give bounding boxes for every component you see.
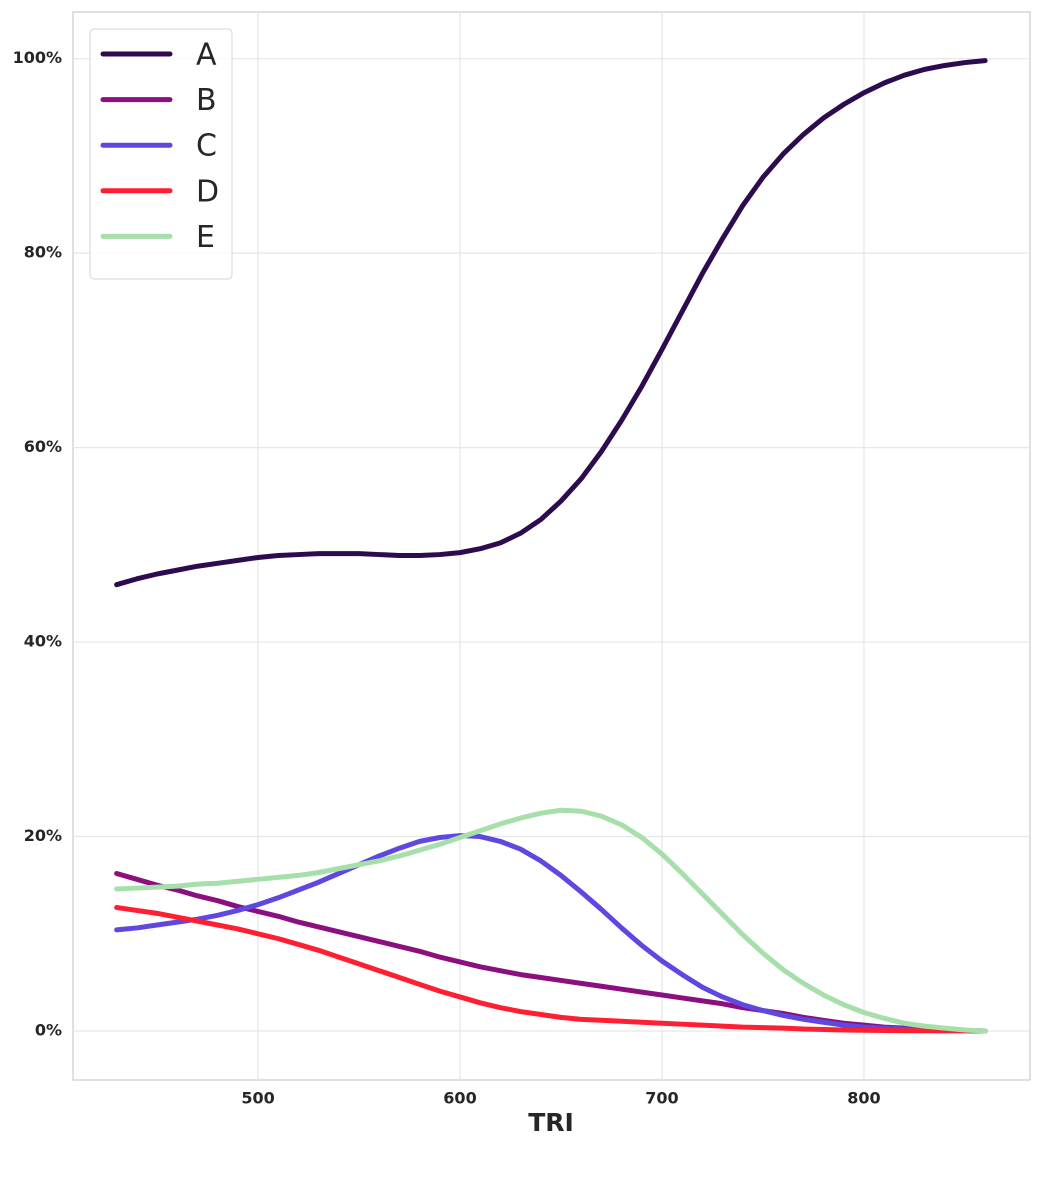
line-series — [114, 807, 988, 1034]
x-axis-label: TRI — [528, 1108, 574, 1137]
line-series — [114, 905, 988, 1034]
y-tick-label: 100% — [13, 48, 62, 67]
x-tick-label: 800 — [847, 1089, 880, 1108]
y-tick-label: 80% — [24, 243, 62, 262]
x-tick-label: 600 — [443, 1089, 476, 1108]
legend-label: B — [196, 83, 217, 118]
x-tick-label: 500 — [241, 1089, 274, 1108]
x-tick-label: 700 — [645, 1089, 678, 1108]
legend-label: D — [196, 174, 219, 209]
y-tick-label: 0% — [35, 1020, 62, 1039]
line-series — [114, 833, 988, 1034]
legend-label: C — [196, 129, 217, 164]
y-tick-label: 40% — [24, 632, 62, 651]
legend-box — [89, 28, 233, 280]
y-tick-label: 20% — [24, 826, 62, 845]
line-series — [114, 58, 988, 588]
legend-label: A — [196, 38, 217, 73]
legend-label: E — [196, 220, 215, 255]
y-tick-label: 60% — [24, 437, 62, 456]
